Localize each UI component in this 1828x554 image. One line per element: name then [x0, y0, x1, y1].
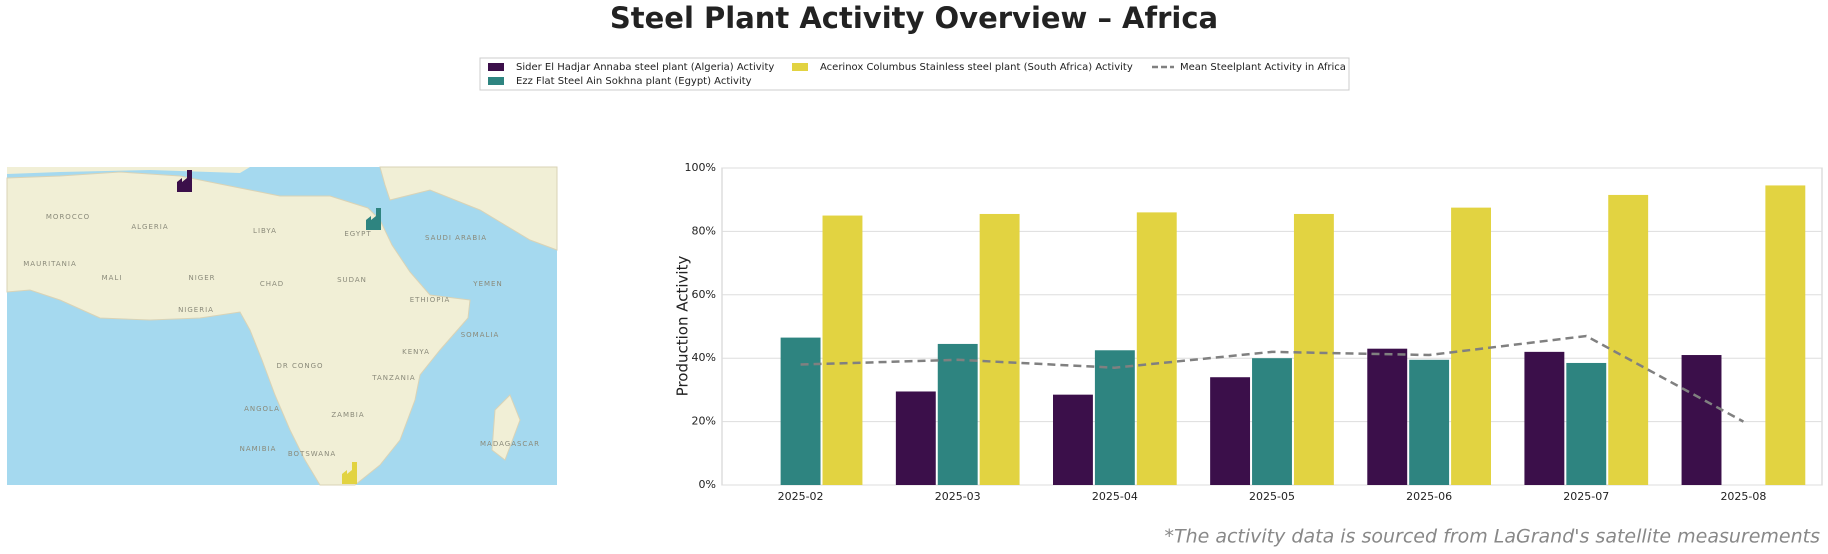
map-label: EGYPT — [344, 230, 371, 238]
bar — [937, 343, 978, 485]
map-label: ALGERIA — [131, 223, 168, 231]
x-tick-label: 2025-03 — [935, 490, 981, 503]
bar — [1451, 207, 1491, 485]
y-tick-label: 20% — [692, 415, 716, 428]
y-axis-label: Production Activity — [674, 256, 692, 397]
map-label: MADAGASCAR — [480, 440, 540, 448]
legend-label: Ezz Flat Steel Ain Sokhna plant (Egypt) … — [516, 76, 752, 87]
legend-swatch — [488, 63, 504, 71]
legend: Sider El Hadjar Annaba steel plant (Alge… — [479, 57, 1350, 91]
mean-line — [800, 334, 1745, 423]
x-tick-label: 2025-08 — [1720, 490, 1766, 503]
bar — [1293, 213, 1334, 485]
bar — [822, 215, 863, 486]
land-arabia — [379, 166, 558, 251]
y-tick-label: 0% — [699, 478, 716, 491]
bar — [1367, 348, 1408, 485]
map-label: NIGERIA — [178, 306, 214, 314]
map-label: MOROCCO — [46, 213, 90, 221]
legend-swatch — [792, 63, 808, 71]
map-label: ETHIOPIA — [410, 296, 451, 304]
legend-box — [479, 57, 1350, 91]
map-label: ZAMBIA — [331, 411, 364, 419]
x-tick-label: 2025-07 — [1563, 490, 1609, 503]
bar — [1136, 212, 1177, 485]
map-label: BOTSWANA — [288, 450, 336, 458]
x-tick-label: 2025-06 — [1406, 490, 1452, 503]
land-africa — [6, 171, 471, 486]
map-label: TANZANIA — [371, 374, 415, 382]
y-tick-label: 80% — [692, 224, 716, 237]
x-tick-label: 2025-02 — [778, 490, 824, 503]
plant-icon — [366, 208, 381, 230]
map-label: LIBYA — [253, 227, 277, 235]
plant-icon — [342, 462, 357, 484]
chart-title: Steel Plant Activity Overview – Africa — [610, 1, 1218, 35]
legend-label: Acerinox Columbus Stainless steel plant … — [820, 62, 1133, 73]
map-label: SUDAN — [337, 276, 367, 284]
x-tick-label: 2025-04 — [1092, 490, 1138, 503]
map: MOROCCO ALGERIA LIBYA EGYPT MAURITANIA M… — [6, 166, 558, 486]
map-label: NIGER — [188, 274, 215, 282]
y-tick-label: 100% — [685, 161, 716, 174]
map-label: ANGOLA — [244, 405, 280, 413]
bar — [1094, 350, 1135, 485]
legend-swatch — [488, 77, 504, 85]
map-label: MAURITANIA — [23, 260, 77, 268]
plant-markers — [177, 170, 381, 484]
land-madagascar — [491, 394, 521, 461]
y-tick-label: 40% — [692, 351, 716, 364]
bar — [1566, 362, 1607, 485]
bar — [1210, 377, 1251, 485]
bar — [979, 213, 1020, 485]
bar — [895, 391, 936, 485]
bar — [1409, 359, 1450, 485]
bar — [1053, 394, 1093, 485]
bar — [1608, 194, 1649, 485]
map-label: CHAD — [260, 280, 284, 288]
plant-icon — [177, 170, 192, 192]
legend-label: Mean Steelplant Activity in Africa — [1180, 62, 1346, 73]
bar — [1252, 358, 1292, 485]
map-label: KENYA — [402, 348, 430, 356]
map-label: NAMIBIA — [240, 445, 277, 453]
x-tick-label: 2025-05 — [1249, 490, 1295, 503]
bar — [780, 337, 821, 485]
map-label: YEMEN — [472, 280, 502, 288]
bar — [1524, 351, 1565, 485]
map-label: DR CONGO — [276, 362, 323, 370]
footnote: *The activity data is sourced from LaGra… — [1164, 526, 1820, 548]
legend-label: Sider El Hadjar Annaba steel plant (Alge… — [516, 62, 774, 73]
map-label: SAUDI ARABIA — [425, 234, 487, 242]
land-europe — [7, 167, 250, 174]
bar — [1681, 355, 1722, 485]
bar — [1765, 185, 1806, 485]
map-label: MALI — [102, 274, 123, 282]
y-tick-label: 60% — [692, 288, 716, 301]
map-label: SOMALIA — [461, 331, 500, 339]
